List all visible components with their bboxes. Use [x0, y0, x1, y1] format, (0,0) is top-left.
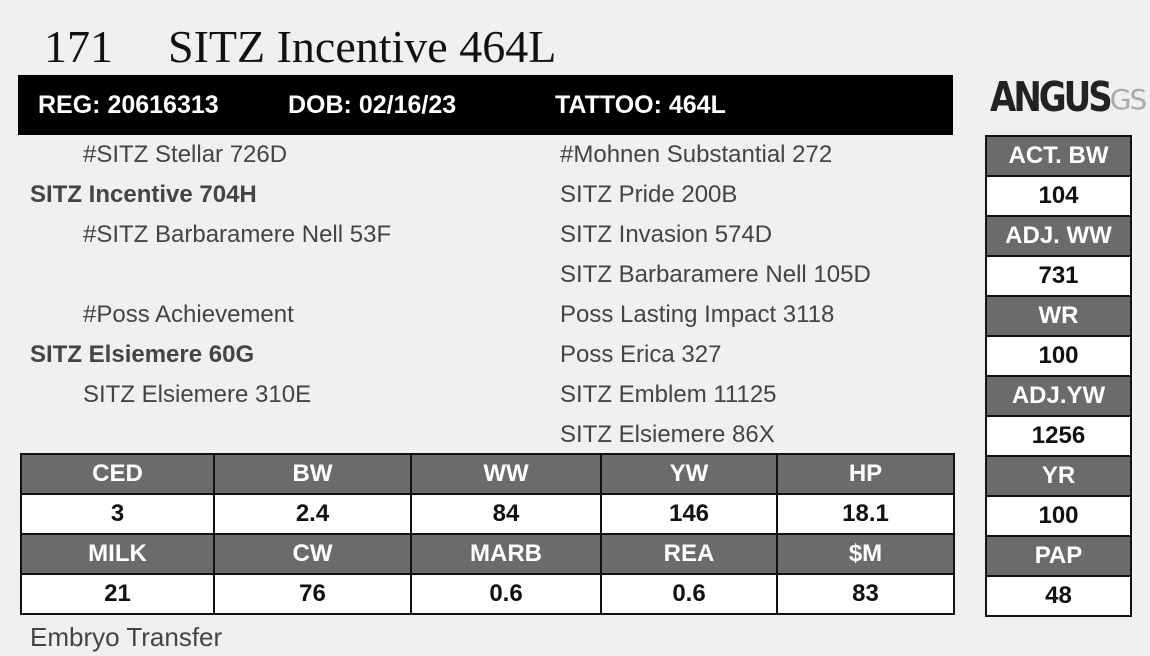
- epd-header: HP: [776, 453, 955, 495]
- performance-value: 100: [985, 335, 1132, 377]
- performance-value: 731: [985, 255, 1132, 297]
- pedigree-parent: SITZ Incentive 704H: [30, 181, 257, 208]
- performance-label: ACT. BW: [985, 135, 1132, 177]
- performance-value: 100: [985, 495, 1132, 537]
- pedigree-ancestor: #Mohnen Substantial 272: [560, 141, 833, 168]
- epd-header: YW: [600, 453, 778, 495]
- pedigree-ancestor: SITZ Elsiemere 86X: [560, 421, 775, 448]
- epd-header: MARB: [410, 533, 602, 575]
- epd-value: 146: [600, 493, 778, 535]
- info-item: DOB: 02/16/23: [288, 91, 457, 119]
- logo-suffix: GS: [1109, 83, 1148, 116]
- epd-value: 3: [20, 493, 215, 535]
- pedigree-sire: #Poss Achievement: [83, 301, 294, 328]
- epd-header: BW: [213, 453, 412, 495]
- pedigree-dam: #SITZ Barbaramere Nell 53F: [83, 221, 392, 248]
- performance-label: PAP: [985, 535, 1132, 577]
- performance-label: ADJ. WW: [985, 215, 1132, 257]
- epd-value: 0.6: [410, 573, 602, 615]
- logo: ANGUSGS: [990, 74, 1147, 134]
- performance-value: 1256: [985, 415, 1132, 457]
- epd-value: 18.1: [776, 493, 955, 535]
- epd-value: 2.4: [213, 493, 412, 535]
- pedigree-ancestor: SITZ Pride 200B: [560, 181, 738, 208]
- pedigree-ancestor: SITZ Emblem 11125: [560, 381, 777, 408]
- pedigree-ancestor: Poss Erica 327: [560, 341, 722, 368]
- pedigree-parent: SITZ Elsiemere 60G: [30, 341, 255, 368]
- info-item: TATTOO: 464L: [555, 91, 726, 119]
- logo-main: ANGUS: [990, 74, 1113, 122]
- epd-header: CW: [213, 533, 412, 575]
- pedigree-dam: SITZ Elsiemere 310E: [83, 381, 312, 408]
- lot-number: 171: [44, 21, 113, 72]
- performance-label: YR: [985, 455, 1132, 497]
- info-bar: [18, 75, 953, 135]
- epd-header: REA: [600, 533, 778, 575]
- info-item: REG: 20616313: [38, 91, 219, 119]
- epd-value: 83: [776, 573, 955, 615]
- performance-value: 48: [985, 575, 1132, 617]
- performance-value: 104: [985, 175, 1132, 217]
- pedigree-ancestor: SITZ Barbaramere Nell 105D: [560, 261, 871, 288]
- epd-header: WW: [410, 453, 602, 495]
- epd-value: 0.6: [600, 573, 778, 615]
- epd-header: $M: [776, 533, 955, 575]
- epd-header: MILK: [20, 533, 215, 575]
- epd-value: 84: [410, 493, 602, 535]
- epd-header: CED: [20, 453, 215, 495]
- pedigree-ancestor: SITZ Invasion 574D: [560, 221, 773, 248]
- epd-value: 76: [213, 573, 412, 615]
- epd-value: 21: [20, 573, 215, 615]
- footer-note: Embryo Transfer: [30, 622, 223, 652]
- animal-name: SITZ Incentive 464L: [168, 21, 557, 72]
- performance-label: ADJ.YW: [985, 375, 1132, 417]
- performance-label: WR: [985, 295, 1132, 337]
- pedigree-sire: #SITZ Stellar 726D: [83, 141, 288, 168]
- pedigree-ancestor: Poss Lasting Impact 3118: [560, 301, 835, 328]
